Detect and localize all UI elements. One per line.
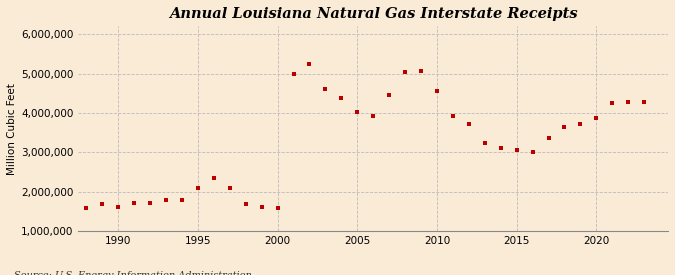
Y-axis label: Million Cubic Feet: Million Cubic Feet	[7, 83, 17, 175]
Point	[272, 206, 283, 211]
Point	[177, 198, 188, 203]
Point	[288, 72, 299, 76]
Point	[97, 202, 107, 207]
Point	[479, 140, 490, 145]
Point	[639, 100, 649, 104]
Point	[559, 125, 570, 129]
Point	[384, 93, 395, 97]
Title: Annual Louisiana Natural Gas Interstate Receipts: Annual Louisiana Natural Gas Interstate …	[169, 7, 578, 21]
Point	[144, 201, 155, 205]
Point	[352, 110, 362, 114]
Point	[209, 176, 219, 180]
Point	[495, 146, 506, 151]
Point	[81, 206, 92, 211]
Point	[129, 201, 140, 205]
Point	[240, 201, 251, 206]
Point	[448, 114, 458, 118]
Point	[527, 149, 538, 154]
Point	[543, 136, 554, 140]
Point	[400, 70, 410, 74]
Point	[304, 62, 315, 66]
Point	[607, 101, 618, 105]
Point	[464, 122, 475, 126]
Point	[256, 205, 267, 209]
Point	[511, 148, 522, 152]
Point	[336, 96, 347, 100]
Point	[320, 86, 331, 91]
Point	[368, 114, 379, 118]
Point	[431, 88, 442, 93]
Point	[161, 198, 171, 203]
Point	[113, 205, 124, 209]
Point	[591, 116, 601, 120]
Point	[575, 122, 586, 126]
Point	[224, 186, 235, 190]
Text: Source: U.S. Energy Information Administration: Source: U.S. Energy Information Administ…	[14, 271, 251, 275]
Point	[416, 69, 427, 73]
Point	[192, 186, 203, 190]
Point	[623, 100, 634, 104]
